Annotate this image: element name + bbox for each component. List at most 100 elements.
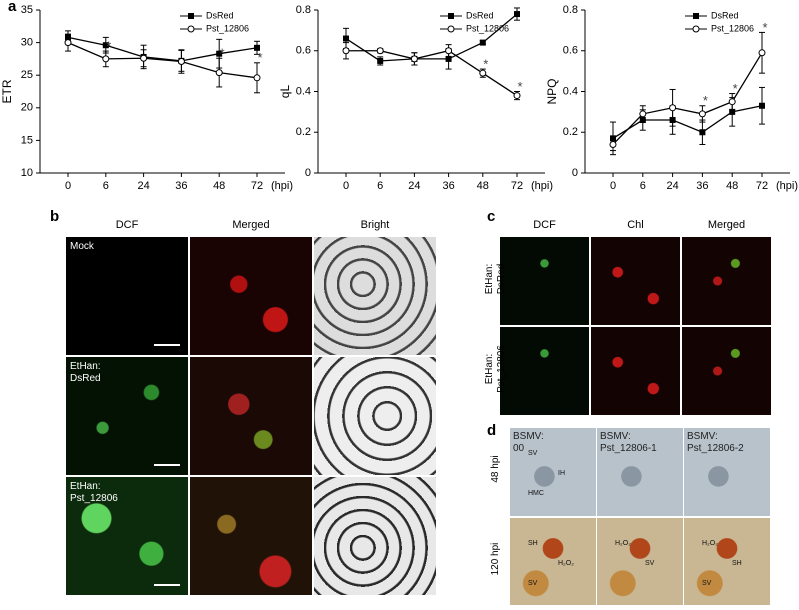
x-tick-label: 0 xyxy=(65,180,71,192)
charts: 10 15 20 25 30 35 ETR 0 6 24 36 48 72 (hpi) * * * DsRed Ps… xyxy=(0,4,798,192)
x-tick-label: 24 xyxy=(137,180,149,192)
x-tick-label: 72 xyxy=(511,180,523,192)
legend-label: DsRed xyxy=(711,10,739,20)
y-axis-label: NPQ xyxy=(545,78,559,104)
x-tick-label: 48 xyxy=(477,180,489,192)
y-tick-label: 0.4 xyxy=(563,85,578,97)
marker xyxy=(343,35,349,42)
micrograph xyxy=(684,428,770,516)
marker xyxy=(699,129,706,136)
x-tick-label: 0 xyxy=(610,180,616,192)
x-axis-label: (hpi) xyxy=(531,180,553,192)
marker xyxy=(479,39,486,46)
structure-label: HMC xyxy=(528,490,544,497)
micrograph xyxy=(190,357,312,475)
micrograph xyxy=(190,237,312,355)
micrograph xyxy=(597,518,683,605)
marker xyxy=(729,108,736,115)
x-tick-label: 6 xyxy=(103,180,109,192)
micrograph xyxy=(190,477,312,595)
micrograph xyxy=(66,477,188,595)
x-tick-label: 36 xyxy=(442,180,454,192)
legend-label: Pst_12806 xyxy=(711,23,754,33)
panel-label: a xyxy=(8,0,17,15)
marker xyxy=(759,102,765,109)
marker xyxy=(639,110,647,118)
structure-label: SV xyxy=(645,560,655,567)
marker xyxy=(254,44,260,51)
micrograph xyxy=(66,237,188,355)
y-tick-label: 15 xyxy=(21,134,33,146)
x-tick-label: 0 xyxy=(343,180,349,192)
row-label: EtHan: Pst_12806 xyxy=(70,481,118,504)
marker xyxy=(102,55,110,63)
y-tick-label: 25 xyxy=(21,69,33,81)
annotation: * xyxy=(517,79,522,94)
marker xyxy=(377,57,384,64)
structure-label: H₂O₂ xyxy=(558,560,574,567)
micrograph xyxy=(510,428,596,516)
legend-marker xyxy=(693,13,699,19)
scale-bar xyxy=(154,584,180,586)
x-axis-label: (hpi) xyxy=(776,180,798,192)
marker xyxy=(410,55,418,63)
y-tick-label: 20 xyxy=(21,102,33,114)
legend-label: Pst_12806 xyxy=(206,23,249,33)
structure-label: IH xyxy=(558,470,565,477)
marker xyxy=(514,11,520,18)
y-axis-label: ETR xyxy=(0,79,14,103)
legend-marker xyxy=(692,25,700,33)
scale-bar xyxy=(154,464,180,466)
column-header: Merged xyxy=(232,219,270,231)
y-tick-label: 0 xyxy=(572,167,578,179)
column-header: BSMV: 00 xyxy=(513,431,544,454)
marker xyxy=(140,54,148,62)
legend-marker xyxy=(448,13,454,19)
panel-label: c xyxy=(487,208,496,225)
y-tick-label: 10 xyxy=(21,167,33,179)
legend-label: DsRed xyxy=(206,10,234,20)
structure-label: SH xyxy=(528,540,538,547)
x-axis-label: (hpi) xyxy=(271,180,293,192)
y-tick-label: 0 xyxy=(305,167,311,179)
marker xyxy=(445,55,452,62)
column-header: BSMV: Pst_12806-2 xyxy=(687,431,744,454)
series-line xyxy=(67,36,258,62)
marker xyxy=(216,50,223,57)
micrograph xyxy=(591,237,680,325)
column-header: Chl xyxy=(627,219,644,231)
y-tick-label: 0.8 xyxy=(296,4,311,16)
annotation: * xyxy=(733,81,738,96)
series-line xyxy=(612,52,763,145)
x-tick-label: 24 xyxy=(408,180,420,192)
y-tick-label: 0.6 xyxy=(296,45,311,57)
marker xyxy=(342,47,350,55)
marker xyxy=(376,47,384,55)
y-tick-label: 0.2 xyxy=(563,126,578,138)
annotation: * xyxy=(220,46,225,61)
x-tick-label: 24 xyxy=(666,180,678,192)
micrograph xyxy=(500,327,589,415)
series-line xyxy=(346,50,518,97)
structure-label: SV xyxy=(528,450,538,457)
panel-label: b xyxy=(50,208,60,225)
marker xyxy=(698,110,706,118)
legend-marker xyxy=(188,13,194,19)
micrograph xyxy=(682,237,771,325)
x-tick-label: 36 xyxy=(175,180,187,192)
annotation: * xyxy=(106,39,111,54)
marker xyxy=(479,69,487,77)
structure-label: H₂O₂ xyxy=(702,540,718,547)
marker xyxy=(728,98,736,106)
structure-label: H₂O₂ xyxy=(615,540,631,547)
micrograph xyxy=(510,518,596,605)
marker xyxy=(253,74,261,82)
y-tick-label: 35 xyxy=(21,4,33,16)
marker xyxy=(758,49,766,57)
column-header: Bright xyxy=(360,219,390,231)
structure-label: SH xyxy=(732,560,742,567)
marker xyxy=(669,104,677,112)
x-tick-label: 48 xyxy=(726,180,738,192)
marker xyxy=(177,58,185,66)
row-label: EtHan: DsRed xyxy=(484,263,507,295)
